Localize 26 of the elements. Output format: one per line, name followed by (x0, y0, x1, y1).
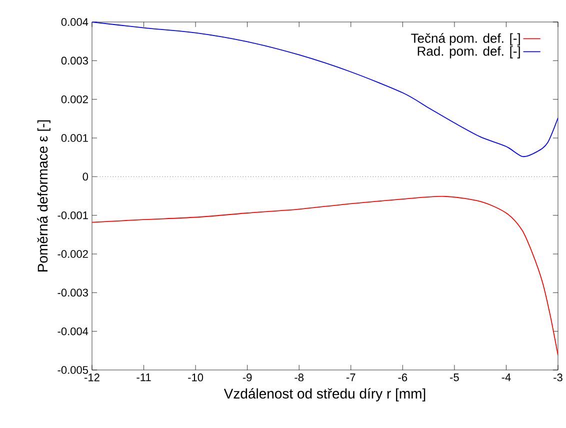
y-tick-label: 0.003 (61, 56, 88, 65)
y-tick-label: -0.005 (58, 366, 88, 374)
line-series (92, 22, 558, 158)
legend-label: Rad. pom. def. [-] (418, 46, 520, 58)
x-tick-label: -9 (242, 374, 252, 382)
y-tick-label: 0.001 (61, 134, 88, 142)
y-tick-label: 0.004 (61, 18, 88, 26)
x-tick-label: -8 (294, 374, 304, 382)
x-tick-label: -3 (554, 374, 562, 382)
y-tick-label: -0.003 (58, 288, 88, 297)
x-axis-title: Vzdálenost od středu díry r [mm] (224, 388, 426, 402)
x-tick-label: -4 (502, 374, 511, 382)
x-tick-label: -6 (398, 374, 408, 382)
x-tick-label: -7 (346, 374, 356, 382)
y-tick-label: -0.004 (58, 327, 88, 336)
x-tick-label: -12 (84, 374, 100, 382)
x-tick-label: -5 (450, 374, 459, 382)
y-tick-label: -0.002 (58, 250, 88, 258)
y-tick-label: 0.002 (61, 95, 88, 104)
legend-label: Tečná pom. def. [-] (411, 33, 520, 46)
line-series (92, 196, 558, 356)
y-axis-title: Poměrná deformace ε [-] (37, 120, 50, 272)
y-tick-label: -0.001 (58, 211, 88, 220)
x-tick-label: -11 (136, 374, 151, 382)
x-tick-label: -10 (188, 374, 204, 382)
y-tick-label: 0 (82, 172, 88, 181)
